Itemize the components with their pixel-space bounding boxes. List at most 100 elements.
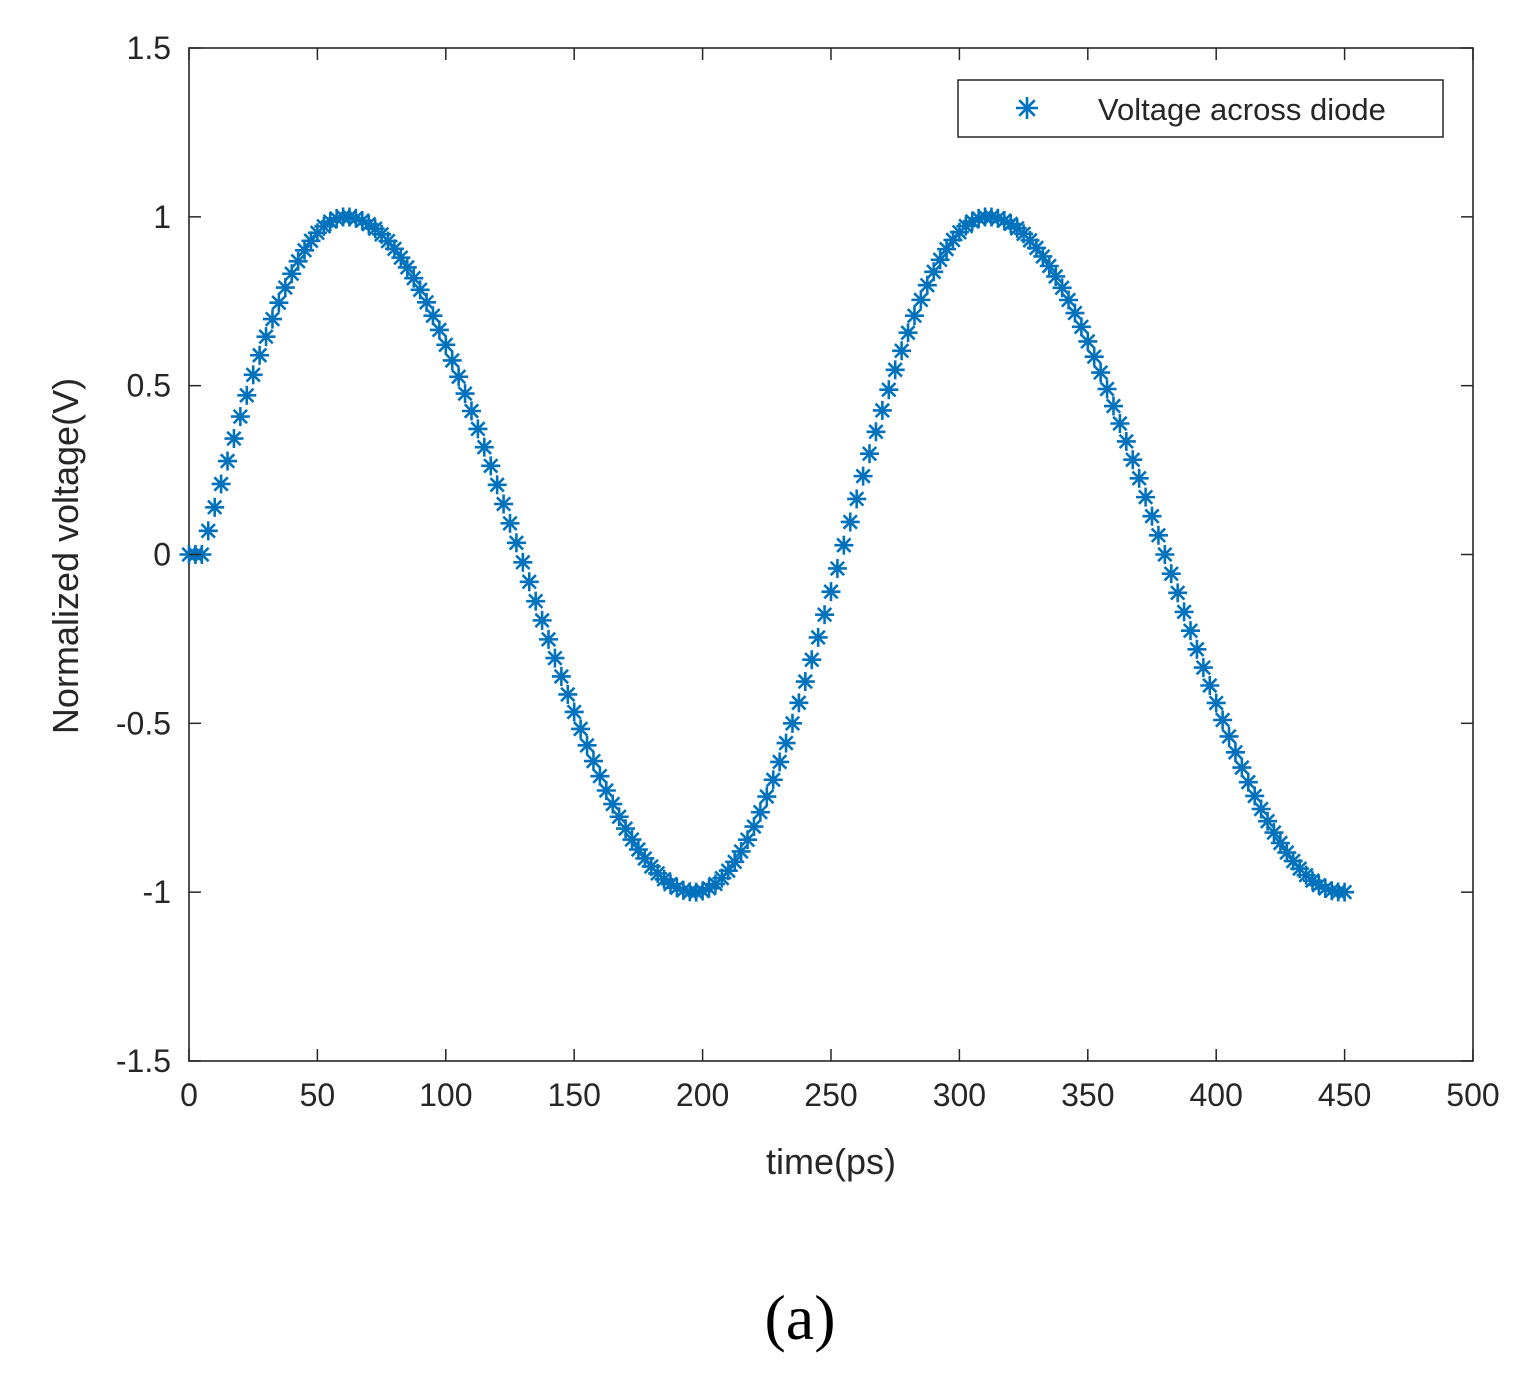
y-axis-label: Normalized voltage(V) xyxy=(45,378,86,734)
data-point xyxy=(847,489,867,509)
data-point xyxy=(628,839,648,859)
data-point xyxy=(750,802,770,822)
data-point xyxy=(224,429,244,449)
data-point xyxy=(1116,431,1136,451)
data-point xyxy=(1174,602,1194,622)
data-point xyxy=(802,650,822,670)
data-point xyxy=(1110,414,1130,434)
legend-asterisk xyxy=(1016,97,1038,119)
data-point xyxy=(1039,256,1059,276)
x-axis: 0 50 100 150 200 250 300 350 400 450 500 xyxy=(180,48,1500,1113)
series-voltage-across-diode xyxy=(179,207,1355,902)
data-point xyxy=(269,293,289,313)
data-point xyxy=(461,401,481,421)
data-point xyxy=(423,306,443,326)
data-point xyxy=(1142,506,1162,526)
data-point xyxy=(1245,786,1265,806)
data-point xyxy=(860,444,880,464)
data-point xyxy=(898,323,918,343)
plot-frame xyxy=(188,47,1474,1062)
x-tick-label: 250 xyxy=(804,1077,857,1113)
x-tick-label: 450 xyxy=(1318,1077,1371,1113)
data-point xyxy=(1219,726,1239,746)
data-point xyxy=(1168,583,1188,603)
x-tick-label: 200 xyxy=(676,1077,729,1113)
y-tick-label: 0.5 xyxy=(127,368,171,404)
x-tick-label: 150 xyxy=(548,1077,601,1113)
data-point xyxy=(1187,639,1207,659)
data-point xyxy=(1193,658,1213,678)
data-point xyxy=(250,345,270,365)
data-point xyxy=(776,733,796,753)
legend-entry-label: Voltage across diode xyxy=(1098,92,1386,127)
data-point xyxy=(1123,450,1143,470)
data-point xyxy=(1103,396,1123,416)
y-tick-label: 1 xyxy=(153,199,171,235)
data-point xyxy=(1078,331,1098,351)
data-point xyxy=(763,770,783,790)
data-point xyxy=(218,451,238,471)
data-point xyxy=(564,702,584,722)
data-point xyxy=(770,752,790,772)
data-point xyxy=(744,817,764,837)
data-point xyxy=(866,422,886,442)
y-tick-label: 1.5 xyxy=(127,30,171,66)
data-point xyxy=(795,672,815,692)
data-point xyxy=(937,239,957,259)
data-point xyxy=(237,385,257,405)
data-point xyxy=(1155,545,1175,564)
data-point xyxy=(519,572,539,592)
data-point xyxy=(275,278,295,298)
data-point xyxy=(455,384,475,404)
data-point xyxy=(1270,833,1290,853)
x-tick-label: 0 xyxy=(180,1077,198,1113)
data-point xyxy=(397,257,417,277)
data-point xyxy=(808,627,828,647)
x-tick-label: 300 xyxy=(933,1077,986,1113)
data-point xyxy=(230,407,250,427)
y-tick-label: 0 xyxy=(153,537,171,573)
data-point xyxy=(468,419,488,439)
data-point xyxy=(1097,379,1117,399)
data-point xyxy=(1264,823,1284,843)
data-point xyxy=(834,535,854,555)
data-point xyxy=(429,320,449,340)
data-point xyxy=(1213,710,1233,730)
y-tick-label: -1.5 xyxy=(116,1043,171,1079)
x-tick-label: 50 xyxy=(300,1077,336,1113)
data-point xyxy=(1084,347,1104,367)
data-point xyxy=(1238,772,1258,792)
data-point xyxy=(1315,878,1335,898)
data-point xyxy=(295,240,315,260)
data-point xyxy=(571,719,591,739)
data-point xyxy=(494,494,514,514)
data-point xyxy=(1091,363,1111,383)
data-point xyxy=(1033,246,1053,266)
data-point xyxy=(417,292,437,312)
data-point xyxy=(577,735,597,755)
data-point xyxy=(481,456,501,476)
data-point xyxy=(558,684,578,704)
x-tick-label: 500 xyxy=(1446,1077,1499,1113)
data-point xyxy=(815,605,835,625)
data-point xyxy=(532,610,552,630)
data-point xyxy=(583,751,603,771)
y-axis: -1.5 -1 -0.5 0 0.5 1 1.5 xyxy=(116,30,1473,1079)
data-point xyxy=(1148,525,1168,545)
legend-box xyxy=(957,79,1444,138)
data-point xyxy=(757,787,777,807)
data-point xyxy=(211,474,231,494)
data-point xyxy=(911,290,931,310)
data-point xyxy=(526,591,546,611)
panel-label: (a) xyxy=(764,1282,835,1353)
data-point xyxy=(1129,468,1149,488)
data-point xyxy=(1052,278,1072,298)
data-point xyxy=(821,582,841,602)
data-point xyxy=(904,306,924,326)
x-tick-label: 100 xyxy=(419,1077,472,1113)
data-point xyxy=(551,666,571,686)
data-point xyxy=(474,437,494,457)
data-point xyxy=(1136,487,1156,507)
data-point xyxy=(198,521,218,541)
